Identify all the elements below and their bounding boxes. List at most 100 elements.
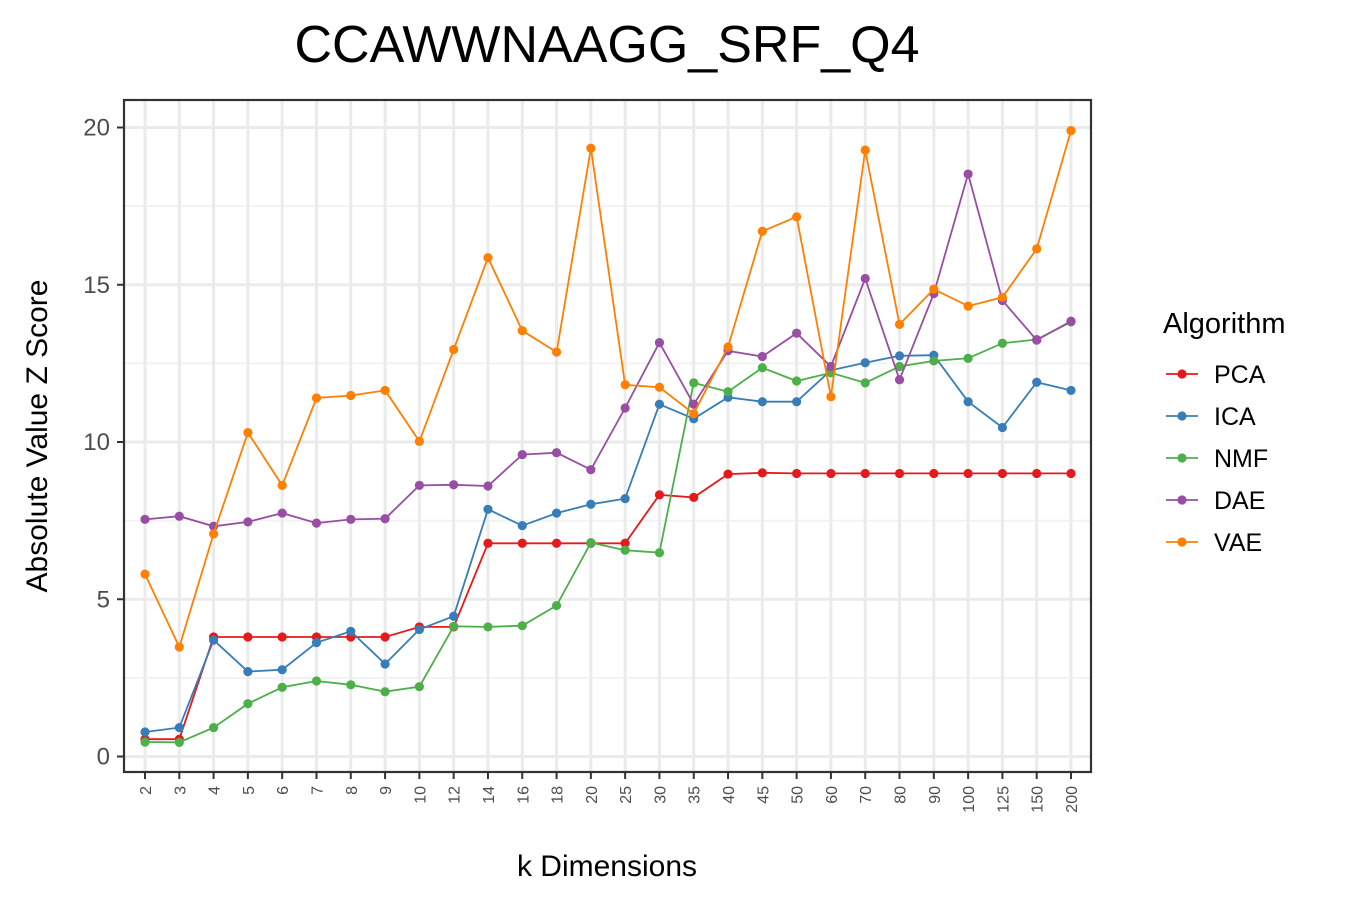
data-point (449, 621, 459, 631)
data-point (277, 508, 287, 518)
legend-item-ica: ICA (1166, 403, 1256, 431)
data-point (894, 351, 905, 361)
data-point (1032, 244, 1042, 254)
data-point (551, 600, 562, 611)
legend-item-vae: VAE (1166, 529, 1262, 557)
series-dae (140, 169, 1076, 531)
data-point (586, 538, 596, 548)
data-point (449, 344, 459, 355)
x-tick-label: 90 (927, 786, 944, 804)
data-point (723, 342, 733, 352)
data-point (860, 468, 870, 479)
data-point (894, 468, 905, 479)
legend-label: PCA (1214, 361, 1266, 389)
data-point (620, 545, 630, 555)
series-line (144, 130, 1072, 650)
legend-label: DAE (1214, 487, 1265, 515)
legend-key-point (1177, 411, 1187, 421)
data-point (414, 682, 424, 692)
data-point (346, 626, 356, 636)
x-tick-label: 18 (550, 786, 567, 804)
data-point (449, 611, 459, 621)
x-tick-label: 14 (481, 786, 498, 804)
data-point (894, 361, 905, 372)
legend: Algorithm PCA ICA NMF DAE VAE (1163, 308, 1286, 557)
legend-label: VAE (1214, 529, 1262, 557)
data-point (140, 737, 150, 747)
series-line (145, 471, 1071, 741)
x-tick-label: 16 (515, 786, 532, 804)
data-point (243, 699, 253, 709)
x-tick-label: 30 (652, 786, 669, 804)
y-axis: 0 5 10 15 20 (83, 115, 124, 771)
data-point (380, 632, 390, 642)
data-point (243, 517, 253, 527)
series-line (144, 170, 1072, 528)
data-point (174, 511, 184, 521)
data-point (826, 392, 836, 402)
data-point (243, 632, 253, 642)
data-point (792, 328, 802, 338)
data-point (277, 480, 287, 491)
data-point (929, 468, 939, 479)
data-point (860, 378, 870, 388)
data-point (792, 468, 802, 479)
data-point (792, 376, 802, 386)
data-point (517, 538, 527, 548)
legend-key-point (1177, 537, 1187, 547)
data-point (380, 687, 390, 697)
y-tick-label: 10 (83, 429, 110, 456)
data-point (620, 403, 630, 413)
data-point (551, 508, 562, 518)
plot-border (122, 98, 1093, 774)
series-line (144, 321, 1072, 744)
y-tick-label: 15 (83, 272, 110, 299)
x-tick-label: 60 (824, 786, 841, 804)
y-tick-label: 5 (97, 586, 110, 613)
legend-item-dae: DAE (1166, 487, 1265, 515)
data-point (860, 145, 870, 155)
data-point (963, 301, 973, 311)
x-tick-label: 45 (755, 786, 772, 804)
x-tick-label: 80 (893, 786, 910, 804)
data-point (174, 737, 184, 747)
x-tick-label: 10 (412, 786, 429, 804)
data-point (654, 338, 665, 348)
data-point (963, 397, 973, 407)
data-point (723, 387, 733, 397)
x-tick-label: 200 (1064, 786, 1081, 813)
data-point (1032, 377, 1042, 387)
series-nmf (140, 317, 1076, 747)
data-point (997, 468, 1008, 479)
data-point (208, 722, 219, 733)
data-point (414, 480, 424, 491)
data-point (860, 358, 870, 368)
x-axis-title: k Dimensions (517, 850, 697, 883)
data-point (1066, 126, 1076, 136)
data-point (963, 353, 973, 363)
data-point (654, 399, 665, 409)
y-axis-title: Absolute Value Z Score (21, 280, 54, 593)
x-tick-label: 3 (172, 786, 189, 795)
legend-key-point (1177, 453, 1187, 463)
data-point (757, 468, 767, 478)
data-point (1032, 335, 1042, 345)
data-point (689, 378, 699, 388)
data-point (689, 409, 699, 419)
x-tick-label: 9 (378, 786, 395, 795)
data-point (929, 356, 939, 366)
data-point (1066, 468, 1076, 479)
data-point (517, 449, 527, 460)
y-tick-label: 0 (97, 744, 110, 771)
x-tick-label: 5 (241, 786, 258, 795)
x-tick-label: 35 (687, 786, 704, 804)
x-tick-label: 8 (344, 786, 361, 795)
data-point (654, 382, 665, 392)
x-tick-label: 20 (584, 786, 601, 804)
data-point (208, 529, 219, 539)
legend-key-point (1177, 369, 1187, 379)
data-point (963, 169, 973, 179)
data-point (551, 538, 562, 548)
data-point (792, 212, 802, 222)
